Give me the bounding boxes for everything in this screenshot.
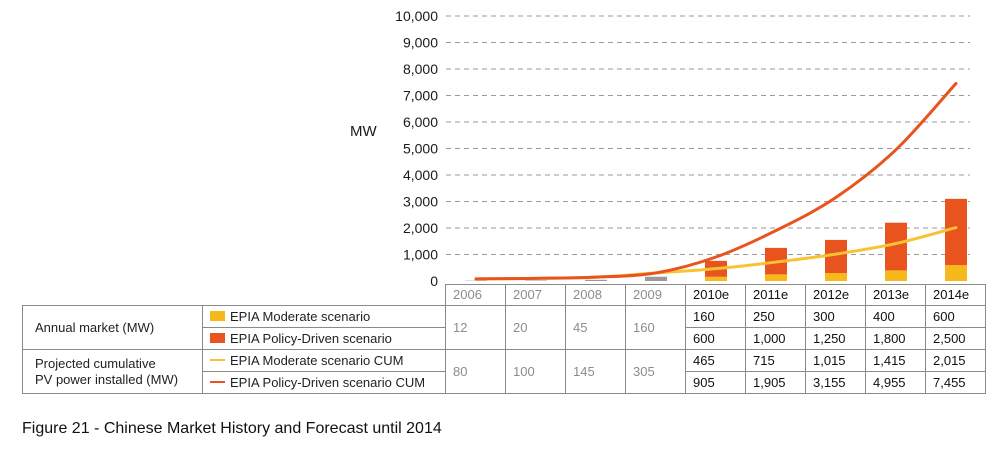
bar-segment xyxy=(825,273,847,281)
cell: 7,455 xyxy=(925,371,986,394)
year-2011e: 2011e xyxy=(745,284,806,306)
y-tick-label: 3,000 xyxy=(403,194,438,210)
legend-policy-cum-label: EPIA Policy-Driven scenario CUM xyxy=(230,374,426,390)
row-group-cumulative: Projected cumulative PV power installed (… xyxy=(22,349,203,394)
y-tick-label: 8,000 xyxy=(403,61,438,77)
grid-lines xyxy=(446,15,970,255)
bar-segment xyxy=(945,198,967,266)
hist-cum-2008: 145 xyxy=(565,349,626,394)
row-group-annual: Annual market (MW) xyxy=(22,305,203,350)
series-lines xyxy=(474,81,958,281)
cell: 250 xyxy=(745,305,806,328)
y-tick-label: 5,000 xyxy=(403,141,438,157)
cell: 1,250 xyxy=(805,327,866,350)
legend-policy-label: EPIA Policy-Driven scenario xyxy=(230,330,392,346)
hist-annual-2006: 12 xyxy=(445,305,506,350)
cell: 2,015 xyxy=(925,349,986,372)
cell: 1,415 xyxy=(865,349,926,372)
y-tick-label: 2,000 xyxy=(403,220,438,236)
bar-segment xyxy=(885,222,907,271)
legend-policy: EPIA Policy-Driven scenario xyxy=(202,327,446,350)
table-row: EPIA Policy-Driven scenario 600 1,000 1,… xyxy=(23,327,986,350)
y-tick-label: 9,000 xyxy=(403,35,438,51)
bar-segment xyxy=(885,270,907,281)
year-2008: 2008 xyxy=(565,284,626,306)
cell: 600 xyxy=(925,305,986,328)
cell: 1,905 xyxy=(745,371,806,394)
figure-caption: Figure 21 - Chinese Market History and F… xyxy=(22,420,442,437)
row-group-cum-line2: PV power installed (MW) xyxy=(35,371,179,387)
bar-segment xyxy=(765,274,787,281)
year-2010e: 2010e xyxy=(685,284,746,306)
bars xyxy=(465,198,967,281)
cell: 600 xyxy=(685,327,746,350)
hist-annual-2009: 160 xyxy=(625,305,686,350)
year-2012e: 2012e xyxy=(805,284,866,306)
y-tick-label: 7,000 xyxy=(403,88,438,104)
y-axis-label: MW xyxy=(350,123,377,140)
y-tick-labels: 10,000 9,000 8,000 7,000 6,000 5,000 4,000 3,00… xyxy=(395,8,438,289)
bar-historical xyxy=(585,279,607,281)
hist-cum-2007: 100 xyxy=(505,349,566,394)
year-header-row: 2006 2007 2008 2009 2010e 2011e 2012e 20… xyxy=(23,284,986,306)
bar-historical xyxy=(645,276,667,281)
table-row: Projected cumulative PV power installed (… xyxy=(22,349,986,394)
cell: 400 xyxy=(865,305,926,328)
cell: 1,800 xyxy=(865,327,926,350)
bar-historical xyxy=(525,280,547,281)
hist-cum-2006: 80 xyxy=(445,349,506,394)
cell: 1,015 xyxy=(805,349,866,372)
cell: 3,155 xyxy=(805,371,866,394)
year-2006: 2006 xyxy=(445,284,506,306)
data-table: 2006 2007 2008 2009 2010e 2011e 2012e 20… xyxy=(22,284,986,394)
hist-annual-2007: 20 xyxy=(505,305,566,350)
hist-annual-2008: 45 xyxy=(565,305,626,350)
cell: 1,000 xyxy=(745,327,806,350)
year-2007: 2007 xyxy=(505,284,566,306)
legend-policy-cum: EPIA Policy-Driven scenario CUM xyxy=(202,371,446,394)
cell: 465 xyxy=(685,349,746,372)
policy-cum-swatch xyxy=(210,381,225,384)
hist-cum-2009: 305 xyxy=(625,349,686,394)
y-tick-label: 10,000 xyxy=(395,8,438,24)
table-corner xyxy=(23,285,446,306)
moderate-cum-swatch xyxy=(210,359,225,362)
bar-segment xyxy=(705,276,727,281)
bar-segment xyxy=(825,239,847,274)
bar-segment xyxy=(945,265,967,281)
cell: 4,955 xyxy=(865,371,926,394)
series-line xyxy=(474,81,958,281)
year-2014e: 2014e xyxy=(925,284,986,306)
table-row: EPIA Policy-Driven scenario CUM 905 1,90… xyxy=(23,371,986,394)
y-tick-label: 4,000 xyxy=(403,167,438,183)
y-tick-label: 1,000 xyxy=(403,247,438,263)
legend-moderate-label: EPIA Moderate scenario xyxy=(230,308,371,324)
row-group-cum-line1: Projected cumulative xyxy=(35,355,156,371)
year-2009: 2009 xyxy=(625,284,686,306)
legend-moderate: EPIA Moderate scenario xyxy=(202,305,446,328)
y-tick-label: 0 xyxy=(430,273,438,289)
cell: 905 xyxy=(685,371,746,394)
cell: 300 xyxy=(805,305,866,328)
y-tick-label: 6,000 xyxy=(403,114,438,130)
legend-moderate-cum: EPIA Moderate scenario CUM xyxy=(202,349,446,372)
chart: MW 10,000 9,000 8,000 7,000 6,000 5,000 4,000 3… xyxy=(350,8,970,289)
cell: 2,500 xyxy=(925,327,986,350)
moderate-swatch xyxy=(210,311,225,322)
legend-moderate-cum-label: EPIA Moderate scenario CUM xyxy=(230,352,404,368)
policy-swatch xyxy=(210,333,225,344)
year-2013e: 2013e xyxy=(865,284,926,306)
table-row: Annual market (MW) EPIA Moderate scenari… xyxy=(22,305,986,350)
cell: 160 xyxy=(685,305,746,328)
cell: 715 xyxy=(745,349,806,372)
